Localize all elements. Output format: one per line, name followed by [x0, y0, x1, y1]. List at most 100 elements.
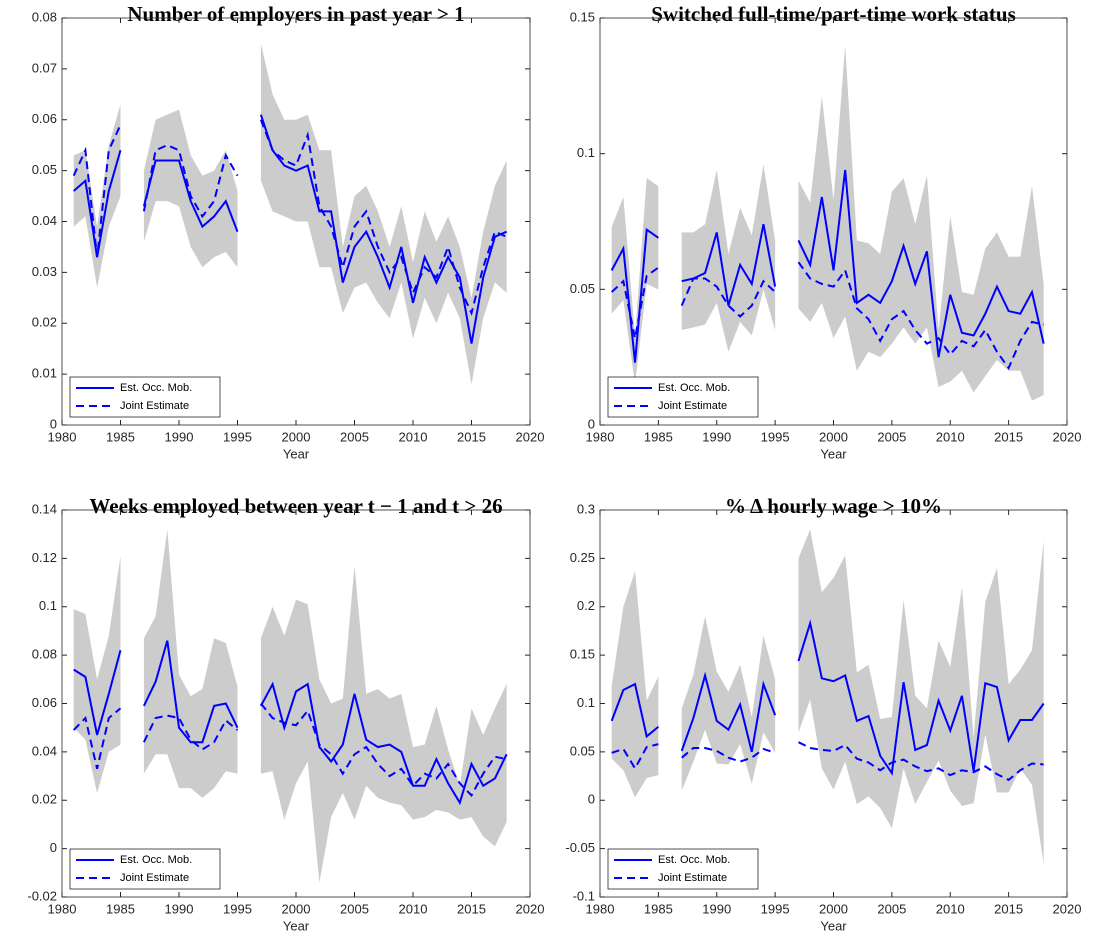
x-tick-label: 2000 [282, 429, 311, 444]
y-tick-label: -0.02 [27, 888, 57, 903]
confidence-band [681, 164, 776, 352]
legend-label: Joint Estimate [658, 872, 727, 884]
y-tick-label: 0.02 [32, 315, 57, 330]
x-tick-label: 2010 [936, 901, 965, 916]
x-tick-label: 2000 [282, 901, 311, 916]
x-tick-label: 1990 [165, 901, 194, 916]
confidence-band [143, 109, 238, 268]
series-line [610, 169, 1045, 363]
y-tick-label: 0.01 [32, 366, 57, 381]
x-tick-label: 1990 [165, 429, 194, 444]
y-tick-label: 0.02 [32, 792, 57, 807]
y-tick-label: 0.1 [577, 145, 595, 160]
x-tick-label: 2005 [877, 429, 906, 444]
x-tick-label: 1990 [702, 901, 731, 916]
y-tick-label: 0.03 [32, 264, 57, 279]
x-tick-label: 1985 [106, 901, 135, 916]
x-tick-label: 1985 [644, 901, 673, 916]
x-tick-label: 1980 [586, 429, 615, 444]
legend-label: Joint Estimate [120, 872, 189, 884]
confidence-band [798, 45, 1044, 401]
axes: Number of employers in past year > 11980… [32, 2, 545, 462]
x-tick-label: 1995 [761, 901, 790, 916]
x-tick-label: 1980 [586, 901, 615, 916]
x-tick-label: 2005 [340, 429, 369, 444]
legend-box [69, 376, 221, 418]
x-tick-label: 2020 [1053, 901, 1082, 916]
y-tick-label: 0.08 [32, 9, 57, 24]
x-tick-label: 1995 [223, 901, 252, 916]
y-tick-label: 0.05 [570, 281, 595, 296]
x-tick-label: 2000 [819, 429, 848, 444]
x-axis-label: Year [283, 918, 310, 933]
x-tick-label: 2000 [819, 901, 848, 916]
axes: % Δ hourly wage > 10%1980 1985 1990 1995 200… [565, 494, 1081, 934]
x-tick-label: 1995 [761, 429, 790, 444]
confidence-band [73, 555, 121, 793]
y-tick-label: 0 [588, 792, 595, 807]
y-tick-label: 0.08 [32, 647, 57, 662]
x-axis-label: Year [820, 446, 847, 461]
y-tick-label: 0.04 [32, 213, 57, 228]
y-tick-label: 0.3 [577, 501, 595, 516]
y-tick-label: 0.07 [32, 60, 57, 75]
confidence-band [798, 529, 1044, 865]
series-line [72, 119, 507, 317]
x-tick-label: 1985 [106, 429, 135, 444]
y-tick-label: -0.05 [565, 840, 595, 855]
x-tick-label: 2020 [1053, 429, 1082, 444]
y-tick-label: 0.04 [32, 743, 57, 758]
legend-box [607, 376, 759, 418]
x-tick-label: 2015 [457, 429, 486, 444]
series-line [611, 741, 1044, 782]
legend-label: Est. Occ. Mob. [120, 382, 192, 394]
x-tick-label: 2015 [994, 901, 1023, 916]
y-tick-label: 0.1 [577, 695, 595, 710]
x-tick-label: 2015 [457, 901, 486, 916]
x-axis-label: Year [283, 446, 310, 461]
x-tick-label: 1995 [223, 429, 252, 444]
confidence-band [143, 529, 238, 798]
confidence-band [260, 43, 507, 385]
legend-box [69, 848, 221, 890]
y-tick-label: 0.06 [32, 695, 57, 710]
legend-label: Est. Occ. Mob. [120, 854, 192, 866]
x-tick-label: 2005 [877, 901, 906, 916]
y-tick-label: 0.1 [39, 598, 57, 613]
y-tick-label: 0.25 [570, 550, 595, 565]
x-tick-label: 1980 [48, 429, 77, 444]
x-tick-label: 2005 [340, 901, 369, 916]
y-tick-label: 0.06 [32, 111, 57, 126]
axes: Switched full-time/part-time work status… [570, 2, 1082, 462]
x-tick-label: 1985 [644, 429, 673, 444]
y-tick-label: 0 [50, 840, 57, 855]
x-tick-label: 1990 [702, 429, 731, 444]
series-line [610, 619, 1045, 776]
legend-label: Joint Estimate [120, 400, 189, 412]
y-tick-label: 0.2 [577, 598, 595, 613]
x-tick-label: 2010 [399, 429, 428, 444]
y-tick-label: 0.15 [570, 647, 595, 662]
x-tick-label: 2010 [399, 901, 428, 916]
y-tick-label: 0.12 [32, 550, 57, 565]
x-tick-label: 2020 [516, 901, 545, 916]
legend-label: Est. Occ. Mob. [658, 382, 730, 394]
series-line [72, 702, 507, 798]
y-tick-label: 0.05 [570, 743, 595, 758]
y-tick-label: 0 [588, 416, 595, 431]
y-tick-label: 0.05 [32, 162, 57, 177]
y-tick-label: 0 [50, 416, 57, 431]
x-tick-label: 2010 [936, 429, 965, 444]
confidence-band [260, 565, 507, 883]
axes: Weeks employed between year t − 1 and t … [27, 494, 544, 934]
y-tick-label: 0.15 [570, 9, 595, 24]
legend-label: Est. Occ. Mob. [658, 854, 730, 866]
legend-box [607, 848, 759, 890]
y-tick-label: 0.14 [32, 501, 57, 516]
x-axis-label: Year [820, 918, 847, 933]
confidence-band [73, 104, 121, 288]
x-tick-label: 2015 [994, 429, 1023, 444]
legend-label: Joint Estimate [658, 400, 727, 412]
